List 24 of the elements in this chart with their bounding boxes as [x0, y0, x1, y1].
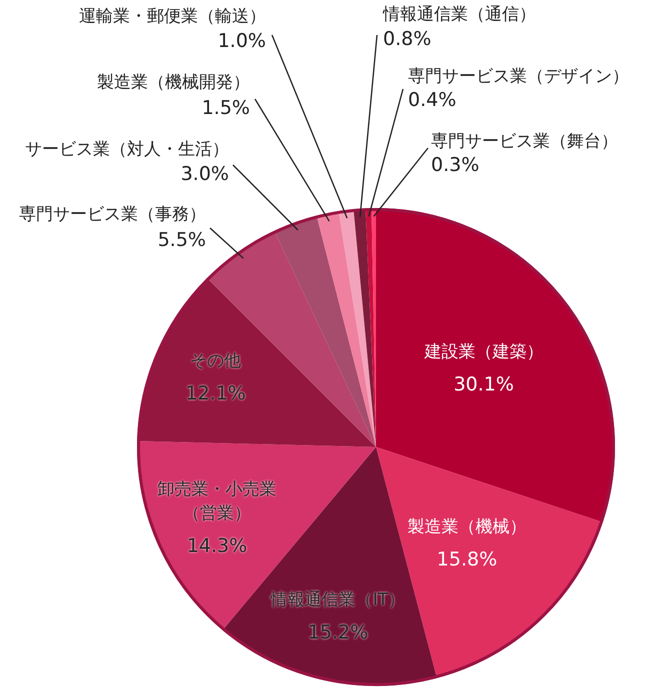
slice-label: 情報通信業（通信） [382, 4, 536, 24]
slice-label: 情報通信業（IT） [270, 590, 406, 610]
data-label: 1.5% [202, 96, 250, 119]
data-label: 0.8% [383, 28, 432, 50]
data-label: 15.2% [308, 622, 368, 644]
slice-label: 卸売業・小売業（営業） [157, 480, 276, 524]
data-label: 0.3% [431, 154, 480, 176]
data-label: 3.0% [180, 162, 229, 185]
slice-label: その他 [190, 351, 242, 372]
slice-label: 建設業（建築） [423, 342, 544, 362]
data-label: 0.4% [408, 88, 456, 111]
slice-label: サービス業（対人・生活） [25, 139, 229, 160]
slice-label: 製造業（機械） [407, 516, 526, 537]
data-label: 5.5% [158, 228, 206, 251]
slice-label: 専門サービス業（デザイン） [408, 66, 629, 86]
slice-label: 専門サービス業（事務） [19, 204, 206, 224]
data-label: 15.8% [436, 548, 498, 570]
slice-label: 専門サービス業（舞台） [431, 131, 618, 152]
data-label: 14.3% [186, 535, 248, 558]
data-label: 12.1% [185, 382, 246, 405]
data-label: 30.1% [454, 374, 514, 396]
data-label: 1.0% [218, 30, 266, 52]
slice-label: 運輸業・郵便業（輸送） [79, 6, 266, 26]
slice-label: 製造業（機械開発） [97, 72, 250, 92]
